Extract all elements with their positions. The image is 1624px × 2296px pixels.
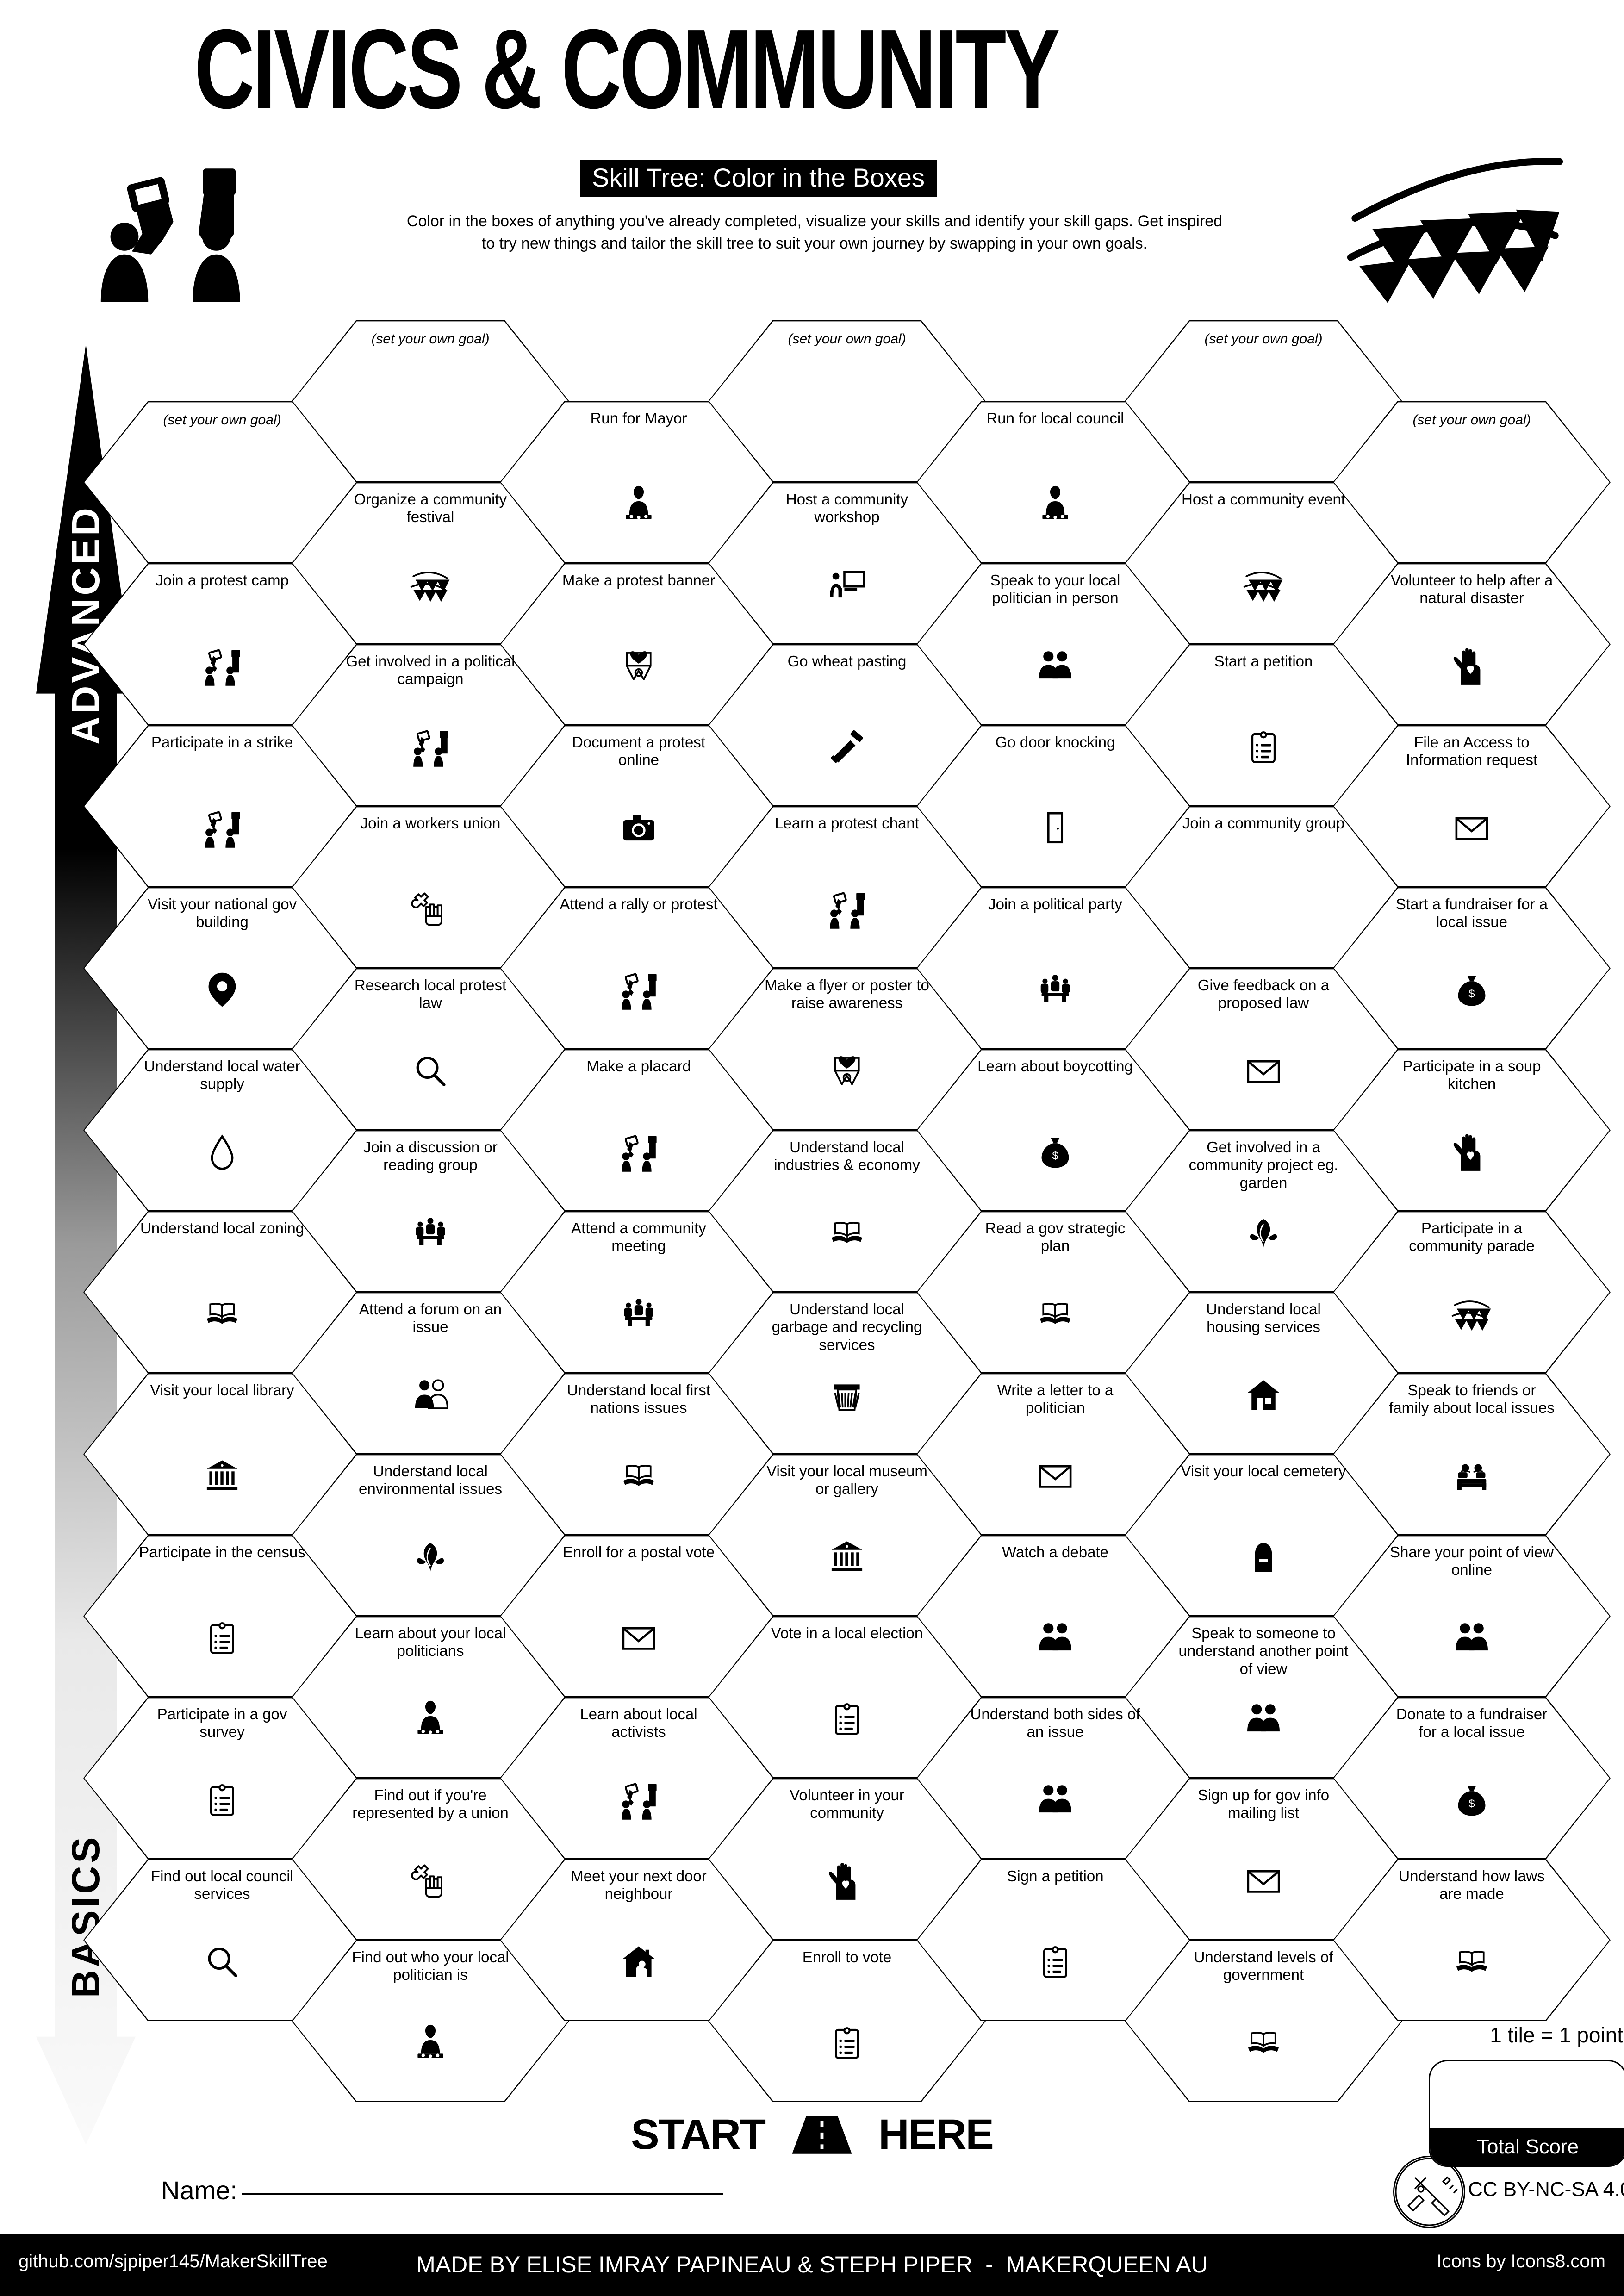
svg-text:$: $	[1052, 1150, 1058, 1162]
svg-text:$: $	[1468, 988, 1475, 1000]
svg-text:$: $	[1468, 1798, 1475, 1810]
